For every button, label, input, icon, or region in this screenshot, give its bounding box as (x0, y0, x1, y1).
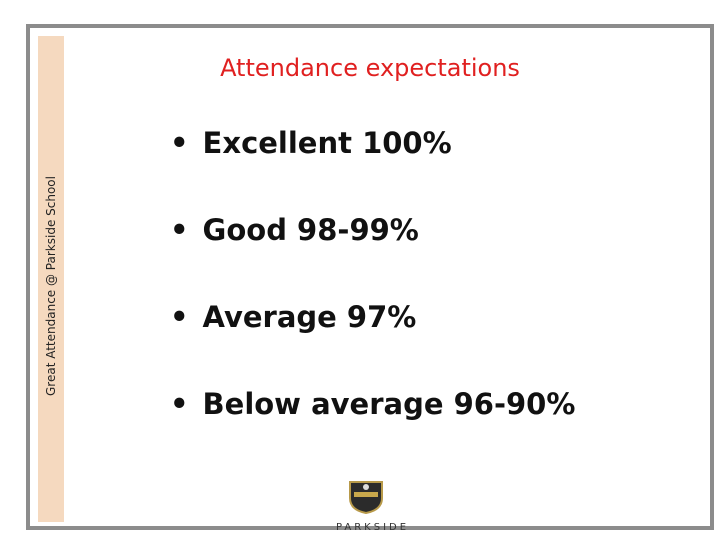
sidebar: Great Attendance @ Parkside School (38, 36, 64, 522)
bullet-list: Excellent 100% Good 98-99% Average 97% B… (170, 126, 576, 474)
bullet: Excellent 100% (170, 126, 575, 213)
sidebar-text: Great Attendance @ Parkside School (44, 176, 58, 396)
bullet: Average 97% (170, 300, 575, 387)
bullet: Good 98-99% (170, 213, 575, 300)
logo-text: PARKSIDE (336, 522, 410, 533)
slide: Great Attendance @ Parkside School Atten… (26, 24, 714, 533)
logo-crest (349, 481, 383, 515)
title: Attendance expectations (220, 54, 520, 82)
bullet: Below average 96-90% (170, 387, 576, 474)
logo: PARKSIDE (336, 478, 410, 533)
